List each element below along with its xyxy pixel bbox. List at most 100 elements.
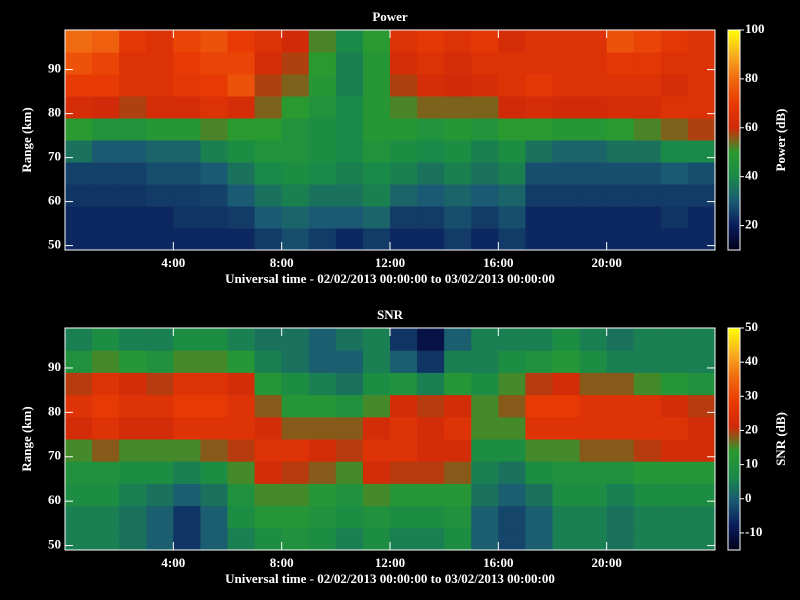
heatmap-cell xyxy=(498,483,526,507)
heatmap-cell xyxy=(390,96,418,119)
heatmap-cell xyxy=(444,228,472,251)
heatmap-cell xyxy=(254,439,283,462)
heatmap-cell xyxy=(308,483,337,507)
y-axis-label: Range (km) xyxy=(19,107,34,172)
heatmap-cell xyxy=(254,416,283,440)
heatmap-cell xyxy=(552,206,581,229)
heatmap-cell xyxy=(552,184,581,207)
heatmap-cell xyxy=(119,394,147,418)
heatmap-cell xyxy=(417,416,445,440)
heatmap-cell xyxy=(498,74,526,97)
heatmap-cell xyxy=(200,483,228,507)
heatmap-cell xyxy=(498,439,526,462)
heatmap-cell xyxy=(227,461,256,484)
heatmap-cell xyxy=(417,505,445,529)
heatmap-cell xyxy=(660,30,689,53)
x-tick-label: 12:00 xyxy=(375,555,405,570)
heatmap-cell xyxy=(200,140,228,163)
heatmap-cell xyxy=(335,372,364,396)
heatmap-cell xyxy=(417,350,445,373)
heatmap-cell xyxy=(606,184,635,207)
heatmap-cell xyxy=(227,96,256,119)
heatmap-cell xyxy=(362,228,391,251)
heatmap-cell xyxy=(444,52,472,75)
x-tick-label: 8:00 xyxy=(270,255,294,270)
heatmap-cell xyxy=(146,394,174,418)
heatmap-cell xyxy=(687,118,716,141)
colorbar-tick-label: 20 xyxy=(745,421,758,436)
heatmap-cell xyxy=(552,416,581,440)
heatmap-cell xyxy=(390,350,418,373)
heatmap-cell xyxy=(444,505,472,529)
heatmap-cell xyxy=(308,140,337,163)
heatmap-cell xyxy=(606,461,635,484)
heatmap-cell xyxy=(173,350,201,373)
heatmap-cell xyxy=(444,527,472,551)
heatmap-cell xyxy=(227,328,256,351)
heatmap-cell xyxy=(471,118,499,141)
heatmap-cell xyxy=(471,162,499,185)
heatmap-cell xyxy=(254,394,283,418)
heatmap-cell xyxy=(254,96,283,119)
heatmap-cell xyxy=(227,228,256,251)
heatmap-cell xyxy=(444,140,472,163)
heatmap-cell xyxy=(65,372,93,396)
heatmap-cell xyxy=(362,206,391,229)
heatmap-cell xyxy=(308,505,337,529)
heatmap-cell xyxy=(146,184,174,207)
heatmap-cell xyxy=(65,74,93,97)
colorbar-tick-label: 30 xyxy=(745,387,758,402)
heatmap-cell xyxy=(633,372,662,396)
x-tick-label: 20:00 xyxy=(591,255,621,270)
heatmap-cell xyxy=(525,439,553,462)
heatmap-cell xyxy=(65,140,93,163)
heatmap-cell xyxy=(92,328,120,351)
heatmap-cell xyxy=(227,483,256,507)
heatmap-cell xyxy=(606,439,635,462)
heatmap-cell xyxy=(146,439,174,462)
heatmap-cell xyxy=(471,96,499,119)
heatmap-cell xyxy=(390,30,418,53)
panel-title: SNR xyxy=(377,307,404,322)
heatmap-cell xyxy=(579,184,608,207)
heatmap-cell xyxy=(606,162,635,185)
heatmap-cell xyxy=(254,228,283,251)
heatmap-cell xyxy=(173,527,201,551)
heatmap-cell xyxy=(606,118,635,141)
heatmap-cell xyxy=(498,118,526,141)
heatmap-cell xyxy=(308,206,337,229)
heatmap-cell xyxy=(65,394,93,418)
heatmap-cell xyxy=(335,30,364,53)
colorbar-tick-label: 50 xyxy=(745,319,758,334)
heatmap-cell xyxy=(92,350,120,373)
colorbar xyxy=(727,29,741,251)
heatmap-cell xyxy=(390,483,418,507)
heatmap-cell xyxy=(173,96,201,119)
heatmap-cell xyxy=(525,30,553,53)
heatmap-cell xyxy=(65,206,93,229)
heatmap-cell xyxy=(362,461,391,484)
heatmap-cell xyxy=(660,74,689,97)
heatmap-cell xyxy=(92,162,120,185)
heatmap-cell xyxy=(281,74,310,97)
heatmap-cell xyxy=(444,439,472,462)
heatmap-cell xyxy=(146,96,174,119)
heatmap-cell xyxy=(390,184,418,207)
heatmap-cell xyxy=(362,439,391,462)
heatmap-cell xyxy=(65,30,93,53)
heatmap-cell xyxy=(579,96,608,119)
heatmap-cell xyxy=(146,505,174,529)
heatmap-cell xyxy=(308,527,337,551)
heatmap-cell xyxy=(687,30,716,53)
heatmap-cell xyxy=(281,140,310,163)
heatmap-cell xyxy=(525,394,553,418)
heatmap-cell xyxy=(200,416,228,440)
heatmap-cell xyxy=(417,483,445,507)
heatmap-cell xyxy=(579,394,608,418)
heatmap-cell xyxy=(200,30,228,53)
heatmap-cell xyxy=(281,461,310,484)
heatmap-cell xyxy=(525,140,553,163)
heatmap-cell xyxy=(606,96,635,119)
heatmap-cell xyxy=(200,461,228,484)
